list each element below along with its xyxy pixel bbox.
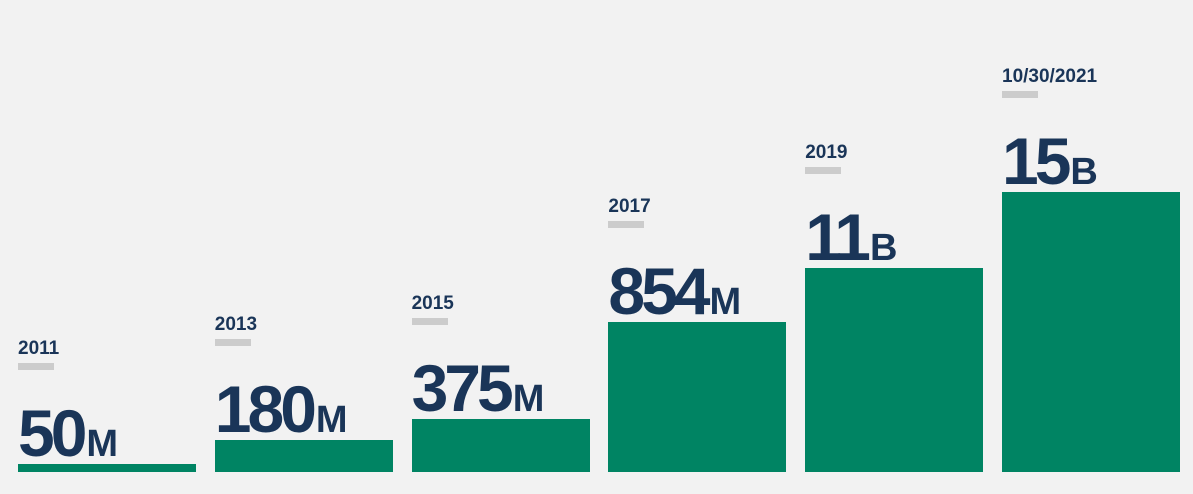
label-underline <box>1002 91 1038 98</box>
label-underline <box>805 167 842 174</box>
bar-group: 2013 180M <box>214 0 393 494</box>
bar-group: 10/30/2021 15B <box>1002 0 1180 494</box>
value-label: 375M <box>412 355 545 440</box>
value-unit: M <box>86 423 119 465</box>
value-label: 854M <box>608 258 741 343</box>
value-unit: M <box>709 281 742 323</box>
value-unit: B <box>1070 151 1098 193</box>
category-label: 2017 <box>608 196 651 217</box>
bar-group: 2019 11B <box>805 0 984 494</box>
value-unit: B <box>869 227 898 269</box>
value-number: 11 <box>805 200 871 274</box>
value-label: 180M <box>215 376 348 461</box>
value-number: 854 <box>608 254 710 328</box>
category-label: 2015 <box>411 293 454 314</box>
bar <box>18 464 196 472</box>
bar <box>411 419 590 472</box>
value-number: 50 <box>18 396 87 470</box>
bar-group: 2017 854M <box>608 0 787 494</box>
value-label: 50M <box>18 400 118 485</box>
category-label: 2013 <box>214 314 258 335</box>
value-label: 11B <box>805 204 897 289</box>
value-number: 15 <box>1002 124 1071 198</box>
bar <box>608 322 787 472</box>
label-underline <box>18 363 54 370</box>
bar-group: 2015 375M <box>411 0 590 494</box>
category-label: 2019 <box>805 142 848 163</box>
category-label: 10/30/2021 <box>1002 66 1098 87</box>
bar <box>214 440 393 472</box>
value-number: 180 <box>214 372 317 446</box>
bar <box>805 268 984 472</box>
value-unit: M <box>315 399 348 441</box>
label-underline <box>608 221 645 228</box>
bar <box>1002 192 1180 472</box>
value-unit: M <box>512 378 545 420</box>
category-label: 2011 <box>18 338 60 359</box>
value-number: 375 <box>411 351 514 425</box>
bar-group: 2011 50M <box>18 0 196 494</box>
label-underline <box>214 339 251 346</box>
value-label: 15B <box>1002 128 1098 213</box>
label-underline <box>411 318 448 325</box>
